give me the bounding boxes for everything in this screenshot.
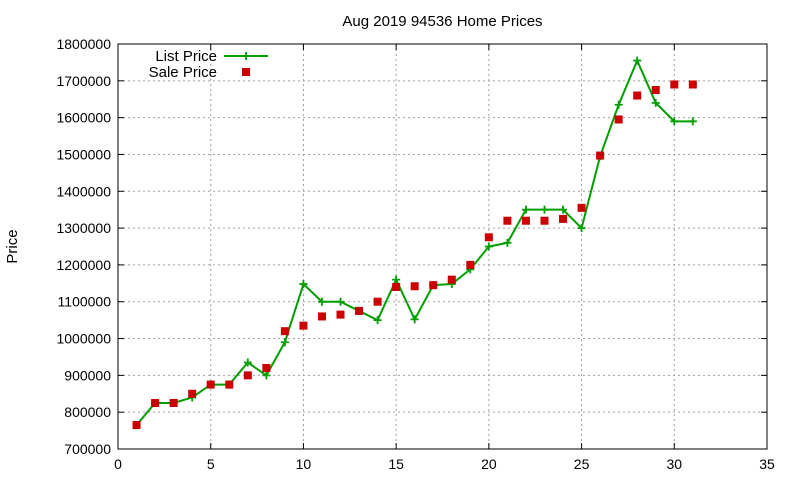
sale-price-point: [540, 216, 549, 225]
list-price-point: [651, 98, 660, 107]
sale-price-point: [336, 310, 345, 319]
sale-price-point: [243, 371, 252, 380]
list-price-point: [392, 275, 401, 284]
y-tick-label: 1400000: [56, 183, 111, 199]
sale-price-point: [262, 364, 271, 372]
y-tick-label: 1500000: [56, 146, 111, 162]
plot-frame: [117, 43, 768, 450]
sale-price-point: [299, 321, 308, 330]
sale-price-point: [503, 216, 512, 225]
y-tick-label: 700000: [64, 441, 111, 457]
grid: [118, 44, 767, 449]
list-price-point: [484, 242, 493, 251]
y-axis-label: Price: [4, 229, 21, 263]
list-price-point: [577, 224, 586, 233]
list-price-point: [540, 205, 549, 214]
y-tick-label: 1600000: [56, 110, 111, 126]
chart-title: Aug 2019 94536 Home Prices: [342, 13, 542, 30]
x-tick-label: 0: [114, 456, 122, 472]
x-tick-label: 15: [388, 456, 404, 472]
list-price-point: [521, 205, 530, 214]
y-tick-label: 900000: [64, 367, 111, 383]
y-tick-label: 1700000: [56, 73, 111, 89]
list-price-line: [135, 58, 693, 426]
list-price-point: [614, 100, 623, 109]
list-price-point: [410, 315, 419, 324]
list-price-point: [336, 297, 345, 306]
sale-price-point: [373, 297, 382, 306]
legend-marker-list-price: [242, 52, 250, 60]
legend-label-list-price: List Price: [155, 48, 217, 65]
y-tick-label: 1800000: [56, 36, 111, 52]
x-tick-label: 20: [481, 456, 497, 472]
sale-price-point: [559, 214, 568, 223]
sale-price-point: [633, 91, 642, 100]
sale-price-point: [392, 283, 401, 291]
list-price-point: [317, 297, 326, 306]
sale-price-point: [614, 115, 623, 124]
sale-price-point: [188, 389, 197, 398]
list-price-point: [633, 56, 642, 65]
sale-price-point: [317, 312, 326, 321]
sale-price-point: [521, 216, 530, 225]
sale-price-point: [169, 398, 178, 407]
sale-price-point: [596, 151, 605, 160]
sale-price-point: [466, 260, 475, 269]
list-price-point: [373, 316, 382, 325]
sale-price-point: [225, 380, 234, 389]
y-tick-label: 800000: [64, 404, 111, 420]
sale-price-point: [670, 80, 679, 89]
x-tick-label: 25: [574, 456, 590, 472]
list-price-point: [503, 238, 512, 247]
list-price-point: [559, 205, 568, 214]
y-tick-label: 1200000: [56, 257, 111, 273]
sale-price-point: [651, 86, 660, 95]
x-tick-label: 35: [759, 456, 775, 472]
sale-price-point: [688, 80, 697, 89]
sale-price-point: [132, 421, 141, 430]
list-price-point: [262, 371, 271, 380]
series-layer: [132, 56, 697, 430]
y-tick-label: 1000000: [56, 331, 111, 347]
list-price-point: [299, 280, 308, 289]
list-price-point: [688, 117, 697, 126]
list-price-point: [670, 117, 679, 126]
sale-price-point: [206, 380, 215, 389]
legend-swatch-sale-price: [242, 68, 250, 76]
sale-price-point: [355, 306, 364, 315]
sale-price-point: [280, 327, 289, 336]
y-tick-label: 1100000: [58, 294, 112, 310]
y-tick-label: 1300000: [56, 220, 111, 236]
x-tick-label: 5: [207, 456, 215, 472]
sale-price-point: [151, 398, 160, 407]
ticks: 0 5 10 15 20 25 30 35 700000 800000 900000 1000000 1…: [56, 36, 775, 472]
sale-price-point: [429, 281, 438, 290]
sale-price-point: [577, 203, 586, 212]
x-tick-label: 30: [666, 456, 682, 472]
sale-price-point: [484, 233, 493, 242]
sale-price-point: [447, 275, 456, 284]
list-price-point: [280, 338, 289, 347]
legend-label-sale-price: Sale Price: [149, 64, 217, 81]
list-price-point: [243, 358, 252, 367]
x-tick-label: 10: [296, 456, 312, 472]
sale-price-point: [410, 282, 419, 291]
